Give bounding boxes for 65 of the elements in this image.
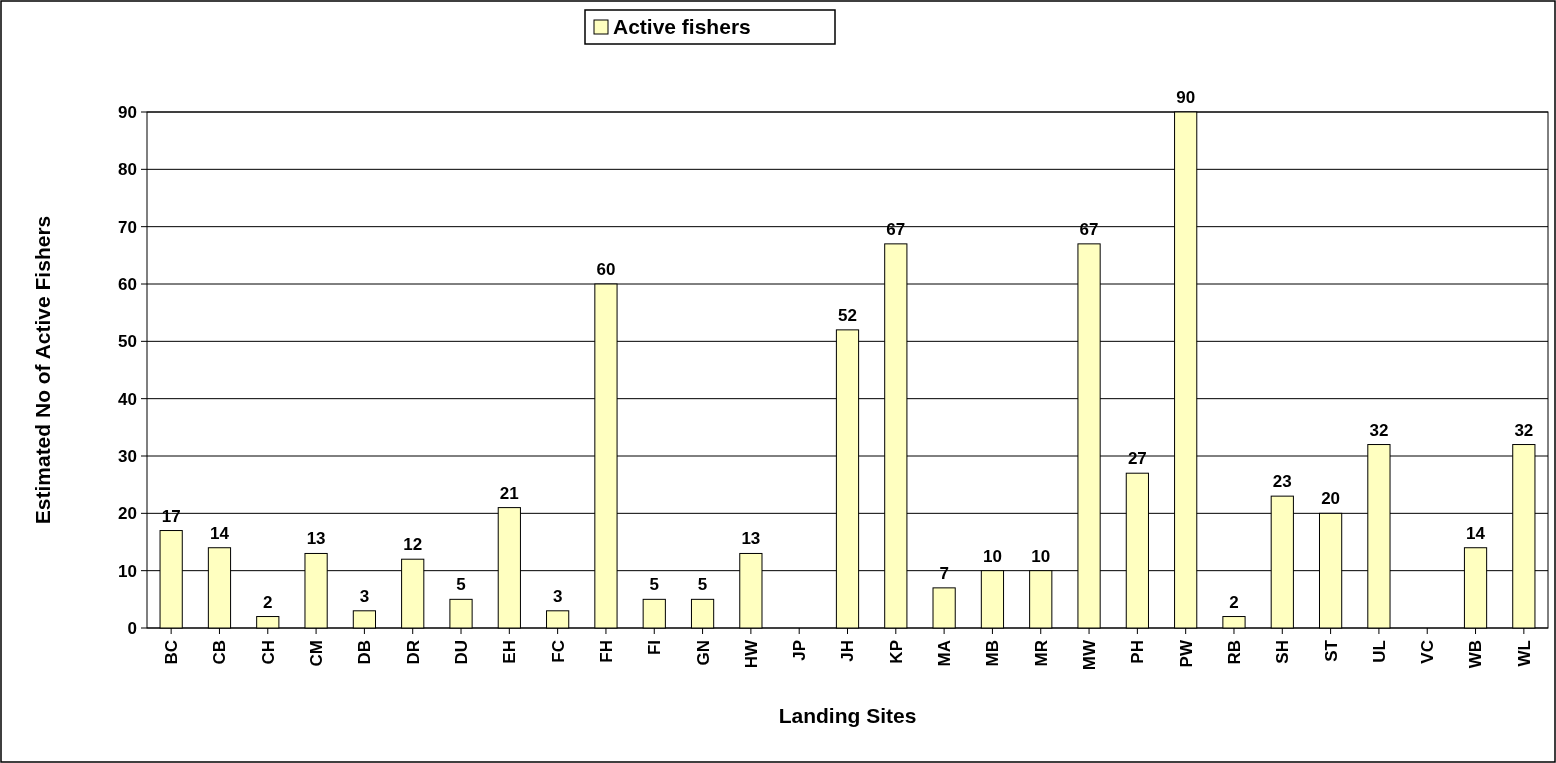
data-label: 10	[1031, 546, 1051, 566]
data-label: 20	[1321, 489, 1341, 509]
x-tick-label: JH	[838, 640, 858, 662]
x-tick-label: CB	[210, 640, 230, 665]
x-tick-label: VC	[1418, 640, 1438, 664]
y-tick-label: 90	[118, 102, 137, 122]
x-tick-label: UL	[1369, 640, 1389, 663]
x-tick-label: MR	[1031, 640, 1051, 667]
x-tick-label: SH	[1273, 640, 1293, 664]
y-tick-label: 0	[127, 618, 137, 638]
x-tick-label: CH	[258, 640, 278, 665]
x-tick-label: FI	[645, 640, 665, 656]
data-label: 60	[596, 260, 616, 279]
data-label: 3	[552, 586, 563, 606]
x-tick-label: DU	[451, 640, 471, 665]
x-tick-label: DR	[403, 640, 423, 665]
data-label: 32	[1514, 420, 1534, 440]
x-tick-label: EH	[500, 640, 520, 664]
x-tick-label: FC	[548, 640, 568, 663]
data-label: 13	[306, 529, 326, 549]
data-label: 52	[838, 305, 857, 325]
data-label: 5	[697, 575, 708, 595]
x-axis-title: Landing Sites	[778, 704, 917, 727]
x-tick-label: FH	[596, 640, 616, 663]
y-axis-title: Estimated No of Active Fishers	[31, 215, 54, 525]
data-label: 13	[741, 529, 761, 549]
x-tick-label: BC	[162, 640, 182, 665]
x-tick-label: JP	[790, 640, 810, 661]
data-label: 90	[1176, 88, 1196, 107]
x-tick-label: MW	[1080, 639, 1099, 671]
y-tick-label: 20	[118, 504, 137, 524]
x-tick-label: KP	[886, 640, 906, 664]
y-tick-label: 70	[118, 217, 137, 237]
data-label: 32	[1369, 420, 1389, 440]
data-label: 21	[499, 483, 519, 503]
legend-label: Active fishers	[613, 15, 751, 39]
x-tick-label: MB	[983, 640, 1003, 667]
x-tick-label: RB	[1224, 640, 1244, 665]
x-tick-label: CM	[307, 640, 327, 667]
y-tick-label: 80	[118, 160, 137, 180]
data-label: 5	[649, 575, 659, 595]
x-tick-label: HW	[741, 639, 761, 669]
x-tick-label: DB	[355, 640, 375, 665]
x-tick-label: MA	[935, 640, 955, 667]
data-label: 27	[1127, 449, 1147, 469]
x-tick-label: PH	[1128, 640, 1148, 664]
y-tick-label: 30	[118, 446, 137, 466]
y-tick-label: 10	[118, 561, 137, 581]
x-tick-label: ST	[1321, 639, 1341, 662]
y-tick-label: 40	[118, 389, 137, 409]
x-tick-label: GN	[693, 640, 713, 666]
y-tick-label: 50	[118, 332, 137, 352]
data-label: 23	[1272, 472, 1292, 492]
data-label: 2	[263, 592, 273, 612]
data-label: 14	[210, 523, 230, 543]
x-tick-label: WB	[1466, 640, 1486, 669]
data-label: 5	[456, 575, 466, 595]
data-label: 14	[1466, 523, 1486, 543]
data-label: 2	[1229, 592, 1239, 612]
data-label: 3	[359, 586, 370, 606]
x-tick-label: WL	[1514, 640, 1534, 667]
data-label: 12	[403, 535, 423, 555]
data-label: 10	[982, 546, 1002, 566]
x-tick-label: PW	[1176, 639, 1196, 668]
y-tick-label: 60	[118, 274, 137, 294]
